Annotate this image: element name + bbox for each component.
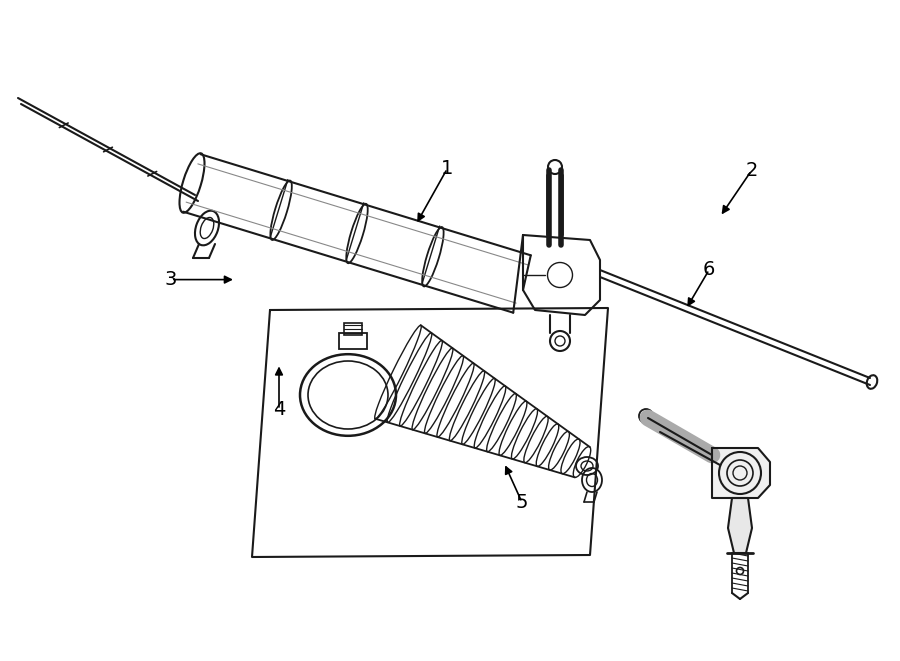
- Text: 5: 5: [516, 493, 528, 512]
- Text: 3: 3: [165, 270, 177, 289]
- Ellipse shape: [736, 568, 743, 574]
- Polygon shape: [712, 448, 770, 498]
- Ellipse shape: [867, 375, 877, 389]
- Text: 4: 4: [273, 401, 285, 419]
- Text: 1: 1: [441, 159, 454, 178]
- Ellipse shape: [639, 409, 653, 423]
- Text: 6: 6: [703, 260, 716, 279]
- Text: 2: 2: [745, 161, 758, 180]
- Polygon shape: [728, 498, 752, 553]
